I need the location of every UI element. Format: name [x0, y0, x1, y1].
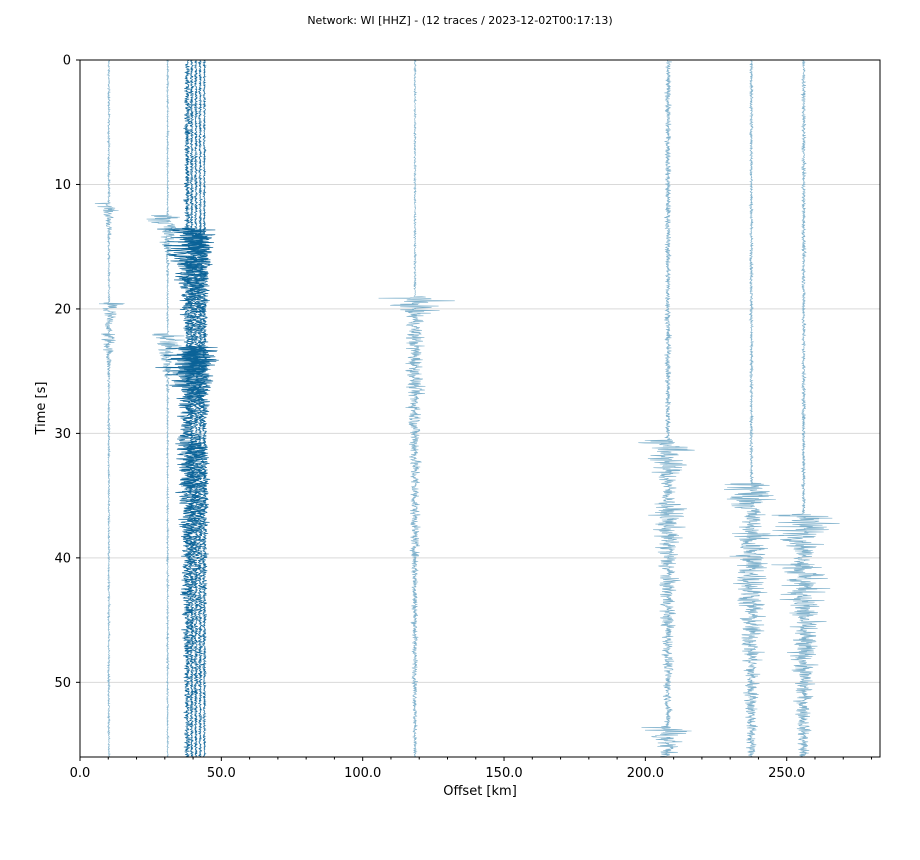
- y-tick-label: 0: [63, 54, 71, 69]
- traces-group: [94, 59, 840, 758]
- trace-line-8: [638, 59, 695, 758]
- trace-line-6: [192, 59, 219, 758]
- trace-line-1: [146, 59, 186, 757]
- y-axis-label: Time [s]: [34, 382, 49, 436]
- trace-line-10: [771, 59, 840, 758]
- trace-line-0: [94, 59, 125, 758]
- x-tick-label: 0.0: [70, 766, 91, 781]
- y-tick-label: 30: [54, 427, 71, 442]
- y-axis: 0 10 20 30 40 50: [54, 54, 80, 691]
- trace-line-9: [723, 59, 785, 758]
- y-tick-label: 50: [54, 676, 71, 691]
- trace-line-5: [183, 59, 215, 758]
- x-tick-label: 200.0: [627, 766, 664, 781]
- y-tick-label: 40: [54, 551, 71, 566]
- trace-line-4: [179, 59, 216, 758]
- x-axis-label: Offset [km]: [443, 784, 517, 799]
- chart-title: Network: WI [HHZ] - (12 traces / 2023-12…: [307, 14, 612, 27]
- y-tick-label: 10: [54, 178, 71, 193]
- x-tick-label: 50.0: [207, 766, 236, 781]
- trace-line-3: [174, 59, 208, 758]
- x-tick-label: 250.0: [768, 766, 805, 781]
- x-tick-label: 100.0: [344, 766, 381, 781]
- trace-line-7: [378, 60, 455, 757]
- y-tick-label: 20: [54, 302, 71, 317]
- x-axis: 0.0 50.0 100.0 150.0 200.0 250.0: [70, 757, 873, 781]
- plot-frame: [79, 59, 881, 758]
- grid-lines: [80, 183, 880, 683]
- trace-line-2: [155, 59, 218, 758]
- x-tick-label: 150.0: [485, 766, 522, 781]
